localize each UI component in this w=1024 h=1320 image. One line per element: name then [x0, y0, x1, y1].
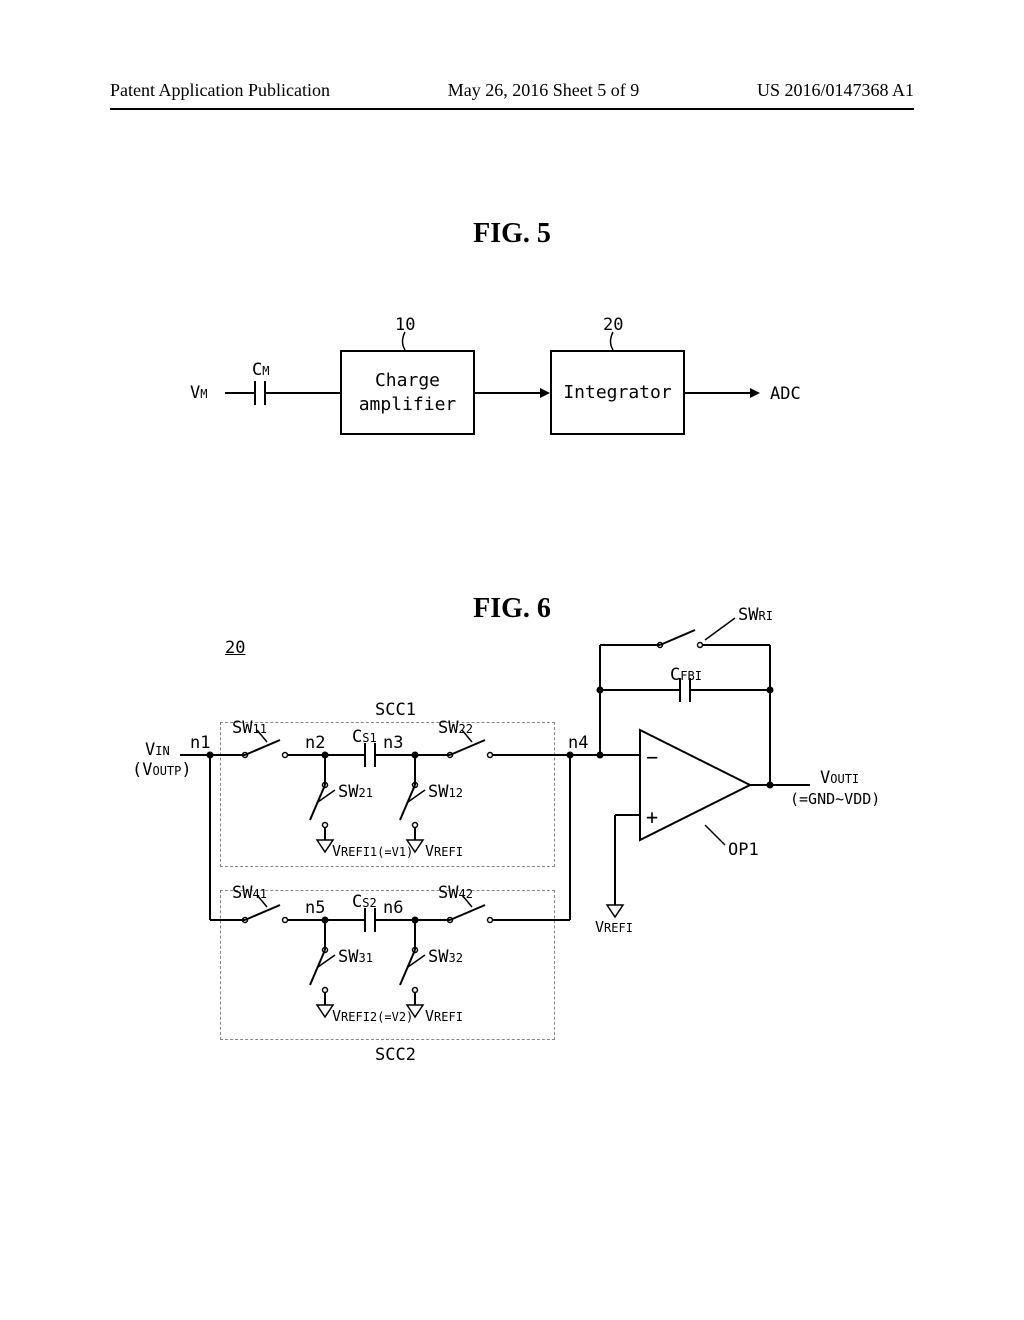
header-center: May 26, 2016 Sheet 5 of 9 [448, 80, 639, 101]
vrefi2-label: VREFI2(=V2) [332, 1007, 413, 1025]
fig5-arrow1 [475, 385, 550, 405]
op1-label: OP1 [728, 840, 759, 860]
cs2-label: CS2 [352, 892, 377, 912]
vrefi-label-2: VREFI [425, 1007, 463, 1025]
header-left: Patent Application Publication [110, 80, 330, 101]
node-fb-right [767, 687, 774, 694]
vouti-range: (=GND~VDD) [790, 790, 880, 808]
node-n3 [412, 752, 419, 759]
vrefi1-label: VREFI1(=V1) [332, 842, 413, 860]
fig6-wiring [150, 630, 890, 1100]
swri-label: SWRI [738, 605, 773, 625]
ref20-leader [608, 332, 618, 352]
plus-label: + [646, 805, 658, 829]
node-out [767, 782, 774, 789]
n4-label: n4 [568, 733, 588, 753]
node-n6 [412, 917, 419, 924]
fig5-diagram: VM CM 10 Charge amplifier 20 Integrator … [240, 290, 800, 460]
n6-label: n6 [383, 898, 403, 918]
cfbi-label: CFBI [670, 665, 702, 685]
sw41-label: SW41 [232, 883, 267, 903]
sw32-label: SW32 [428, 947, 463, 967]
sw12-label: SW12 [428, 782, 463, 802]
n1-label: n1 [190, 733, 210, 753]
fig6-title: FIG. 6 [0, 593, 1024, 625]
fig6-diagram: 20 SCC1 SCC2 VIN (VOUTP) [150, 630, 890, 1100]
sw22-label: SW22 [438, 718, 473, 738]
sw21-label: SW21 [338, 782, 373, 802]
charge-amplifier-box: Charge amplifier [340, 350, 475, 435]
adc-label: ADC [770, 384, 801, 404]
fig5-arrow2 [685, 385, 760, 405]
sw11-label: SW11 [232, 718, 267, 738]
vrefi-label-3: VREFI [595, 918, 633, 936]
minus-label: − [646, 745, 658, 769]
vouti-label: VOUTI [820, 768, 859, 788]
cs1-label: CS1 [352, 727, 377, 747]
sw42-label: SW42 [438, 883, 473, 903]
sw31-label: SW31 [338, 947, 373, 967]
cm-label: CM [252, 360, 269, 380]
fig5-title: FIG. 5 [0, 218, 1024, 250]
vm-label: VM [190, 383, 207, 403]
n2-label: n2 [305, 733, 325, 753]
header-rule [110, 108, 914, 110]
patent-header: Patent Application Publication May 26, 2… [0, 80, 1024, 101]
header-right: US 2016/0147368 A1 [757, 80, 914, 101]
ref10-leader [400, 332, 410, 352]
integrator-box: Integrator [550, 350, 685, 435]
vrefi-label-1: VREFI [425, 842, 463, 860]
n3-label: n3 [383, 733, 403, 753]
node-n4-branch [597, 752, 604, 759]
node-fb-left [597, 687, 604, 694]
n5-label: n5 [305, 898, 325, 918]
fig5-input-wire [225, 385, 340, 405]
